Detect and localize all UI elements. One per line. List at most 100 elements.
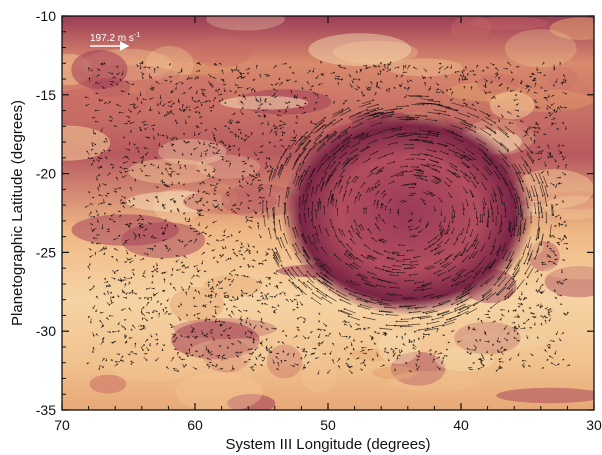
vector-head xyxy=(404,200,407,203)
vector-head xyxy=(553,109,555,112)
vector-head xyxy=(473,276,475,279)
vector-head xyxy=(462,105,464,107)
vector-head xyxy=(512,278,514,281)
velocity-vector xyxy=(454,303,466,310)
vector-head xyxy=(325,294,328,297)
velocity-vector xyxy=(366,284,377,288)
vector-head xyxy=(121,90,123,92)
cloud-blob xyxy=(221,183,297,218)
vector-head xyxy=(400,128,402,131)
velocity-vector xyxy=(363,294,375,299)
vector-head xyxy=(118,111,121,114)
vector-head xyxy=(332,198,335,200)
vector-head xyxy=(256,251,258,253)
cloud-blob xyxy=(349,348,405,361)
velocity-vector xyxy=(410,264,419,266)
vector-head xyxy=(341,78,343,80)
vector-head xyxy=(518,316,520,318)
vector-head xyxy=(195,337,197,339)
vector-head xyxy=(200,197,203,200)
vector-head xyxy=(210,294,212,297)
vector-head xyxy=(232,210,235,213)
vector-head xyxy=(407,105,409,107)
vector-head xyxy=(242,76,245,79)
velocity-vector xyxy=(384,250,392,254)
velocity-vector xyxy=(448,169,456,175)
vector-head xyxy=(402,297,404,299)
vector-head xyxy=(92,334,95,337)
vector-head xyxy=(515,224,518,227)
vector-head xyxy=(422,170,425,173)
vector-head xyxy=(464,274,466,277)
vector-head xyxy=(166,224,168,226)
vector-head xyxy=(327,135,329,137)
vector-head xyxy=(166,299,169,302)
velocity-vector xyxy=(496,286,506,295)
velocity-vector xyxy=(447,148,457,154)
velocity-vector xyxy=(337,132,347,140)
velocity-vector xyxy=(452,137,463,142)
vector-head xyxy=(181,195,183,197)
vector-head xyxy=(324,353,327,355)
vector-head xyxy=(150,88,152,90)
vector-head xyxy=(495,72,497,75)
vector-head xyxy=(368,187,371,189)
velocity-vector xyxy=(314,131,324,141)
vector-head xyxy=(87,157,90,159)
velocity-vector xyxy=(315,117,326,125)
velocity-vector xyxy=(460,248,466,256)
vector-head xyxy=(378,183,381,186)
velocity-vector xyxy=(273,229,278,240)
vector-head xyxy=(211,286,214,288)
vector-head xyxy=(104,248,106,250)
vector-head xyxy=(444,110,447,113)
velocity-vector xyxy=(522,163,530,174)
velocity-vector xyxy=(362,279,372,284)
vector-head xyxy=(363,327,366,330)
vector-head xyxy=(169,248,171,250)
vector-head xyxy=(538,182,541,184)
vector-head xyxy=(347,315,350,318)
velocity-vector xyxy=(381,113,393,117)
vector-head xyxy=(366,108,369,111)
velocity-vector xyxy=(462,236,467,243)
velocity-vector xyxy=(368,255,376,260)
vector-head xyxy=(205,348,208,351)
velocity-vector xyxy=(301,235,307,245)
velocity-vector xyxy=(412,316,425,319)
vector-head xyxy=(330,190,333,192)
cloud-blob xyxy=(169,287,225,322)
vector-head xyxy=(249,173,251,176)
vector-head xyxy=(517,354,519,357)
vector-head xyxy=(97,213,100,216)
vector-head xyxy=(451,91,454,94)
velocity-vector xyxy=(451,299,463,305)
vector-head xyxy=(365,207,367,209)
vector-head xyxy=(461,157,463,160)
vector-head xyxy=(343,169,345,172)
vector-head xyxy=(345,362,348,365)
vector-head xyxy=(278,195,281,198)
vector-head xyxy=(156,267,159,270)
vector-head xyxy=(183,183,185,186)
velocity-vector xyxy=(490,300,501,309)
vector-head xyxy=(474,73,476,76)
vector-head xyxy=(233,112,236,115)
vector-head xyxy=(98,368,100,370)
velocity-vector xyxy=(350,158,358,165)
vector-head xyxy=(418,154,420,156)
velocity-vector xyxy=(444,216,446,222)
vector-head xyxy=(415,227,417,230)
vector-head xyxy=(231,310,233,313)
vector-head xyxy=(198,224,200,226)
vector-head xyxy=(218,88,220,91)
vector-head xyxy=(207,284,210,286)
vector-head xyxy=(439,62,442,65)
velocity-vector xyxy=(502,177,509,186)
vector-head xyxy=(303,349,305,352)
vector-head xyxy=(256,99,259,102)
vector-head xyxy=(355,71,358,73)
velocity-vector xyxy=(360,224,365,231)
vector-head xyxy=(493,284,496,286)
vector-head xyxy=(92,230,94,232)
